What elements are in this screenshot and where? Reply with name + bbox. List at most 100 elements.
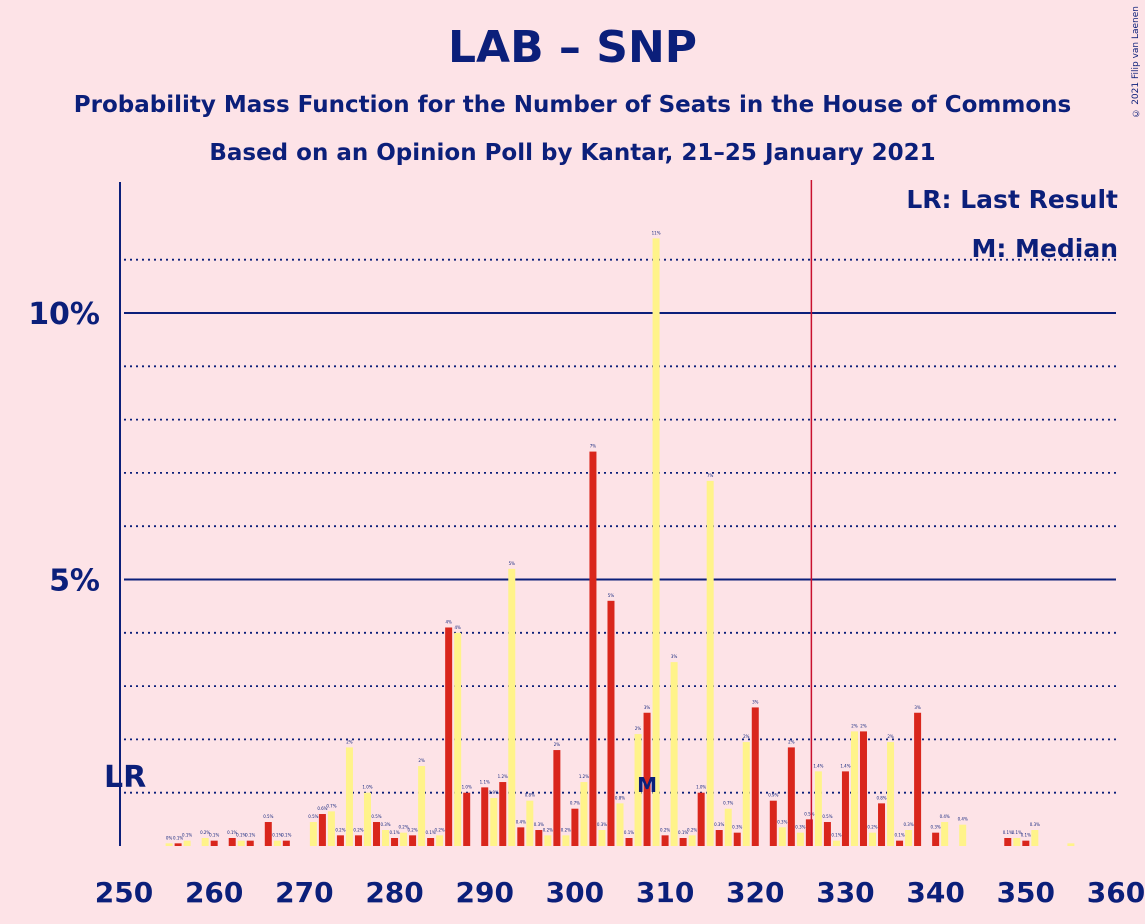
bar-yellow-277 [363,792,371,846]
axes: M 5% 10% LR 250 260 270 280 290 300 310 320 330 340 35… [28,180,1145,909]
bar-red-308 [643,712,651,846]
bar-label-314: 1.0% [696,785,706,790]
bar-label-300: 0.7% [570,801,580,806]
x-tick-label: 260 [185,876,243,909]
x-tick-label: 320 [726,876,784,909]
bar-red-330 [841,771,849,846]
bar-label-309: 11% [652,230,661,235]
x-tick-label: 360 [1087,876,1145,909]
bar-yellow-263 [237,840,245,846]
bar-label-350: 0.1% [1021,833,1031,838]
bar-label-263: 0.1% [236,833,246,838]
bar-yellow-299 [562,835,570,846]
bar-yellow-331 [850,731,858,846]
bar-label-260: 0.1% [209,833,219,838]
bar-label-333: 0.2% [867,825,877,830]
bars [165,238,1075,846]
x-tick-label: 280 [365,876,423,909]
bar-red-348 [1004,838,1012,846]
bar-label-297: 0.2% [543,827,553,832]
bar-label-277: 1.0% [362,785,372,790]
bar-yellow-323 [778,827,786,846]
bar-yellow-341 [941,822,949,846]
legend-last-result: LR: Last Result [906,185,1118,214]
bar-red-264 [246,840,254,846]
bar-label-281: 0.2% [398,825,408,830]
bar-label-302: 7% [590,444,597,449]
bar-red-326 [805,819,813,846]
bar-yellow-285 [436,835,444,846]
bar-red-282 [409,835,417,846]
bar-label-294: 0.4% [516,819,526,824]
bar-label-303: 0.3% [597,822,607,827]
bar-label-285: 0.2% [435,827,445,832]
bar-label-317: 0.7% [723,801,733,806]
bar-red-318 [733,832,741,846]
x-tick-label: 310 [636,876,694,909]
bar-red-298 [553,750,561,846]
x-tick-label: 250 [95,876,153,909]
bar-yellow-349 [1013,838,1021,846]
bar-label-259: 0.2% [200,830,210,835]
bar-label-331: 2% [851,723,858,728]
bar-yellow-309 [652,238,660,846]
bar-label-276: 0.2% [353,827,363,832]
x-tick-label: 300 [546,876,604,909]
bar-yellow-333 [869,832,877,846]
bar-red-284 [427,838,435,846]
bar-label-255: 0% [166,835,173,840]
bar-yellow-275 [345,747,353,846]
chart-title: LAB – SNP [447,22,698,73]
chart-subtitle-2: Based on an Opinion Poll by Kantar, 21–2… [209,140,936,166]
bar-label-323: 0.3% [777,819,787,824]
bar-label-278: 0.5% [371,814,381,819]
bar-label-274: 0.2% [335,827,345,832]
bar-label-264: 0.1% [245,833,255,838]
bar-yellow-293 [508,568,516,846]
bar-red-286 [445,627,453,846]
x-tick-label: 290 [456,876,514,909]
bar-red-260 [210,840,218,846]
bar-red-334 [878,803,886,846]
bar-label-262: 0.1% [227,830,237,835]
lr-label: LR [104,760,146,795]
bar-label-330: 1.4% [840,763,850,768]
bar-label-336: 0.1% [894,833,904,838]
bar-label-305: 0.8% [615,795,625,800]
bar-red-274 [336,835,344,846]
bar-red-288 [463,792,471,846]
bar-red-278 [373,822,381,846]
legend-median: M: Median [971,234,1118,263]
bar-label-334: 0.8% [876,795,886,800]
bar-label-304: 5% [608,593,615,598]
bar-label-286: 4% [445,619,452,624]
bar-red-296 [535,830,543,846]
bar-label-292: 1.2% [498,774,508,779]
bar-yellow-287 [454,632,462,846]
bar-label-307: 2% [635,726,642,731]
bar-red-336 [896,840,904,846]
bar-red-276 [354,835,362,846]
bar-label-295: 0.8% [525,793,535,798]
bar-label-311: 3% [671,654,678,659]
bar-label-298: 2% [554,742,561,747]
bar-red-266 [264,822,272,846]
y-tick-label: 5% [49,564,100,599]
bar-yellow-305 [616,803,624,846]
bar-label-293: 5% [509,561,516,566]
x-tick-label: 350 [997,876,1055,909]
x-tick-label: 330 [816,876,874,909]
bar-label-282: 0.2% [407,827,417,832]
bar-yellow-257 [183,840,191,846]
bar-red-332 [859,731,867,846]
bar-label-340: 0.3% [931,825,941,830]
bar-label-266: 0.5% [263,814,273,819]
bar-red-314 [697,792,705,846]
bar-yellow-329 [832,840,840,846]
bar-label-324: 2% [788,739,795,744]
bar-label-291: 0.9% [489,790,499,795]
bar-red-304 [607,600,615,846]
bar-label-315: 7% [707,473,714,478]
bar-yellow-313 [688,835,696,846]
bar-label-283: 2% [418,758,425,763]
